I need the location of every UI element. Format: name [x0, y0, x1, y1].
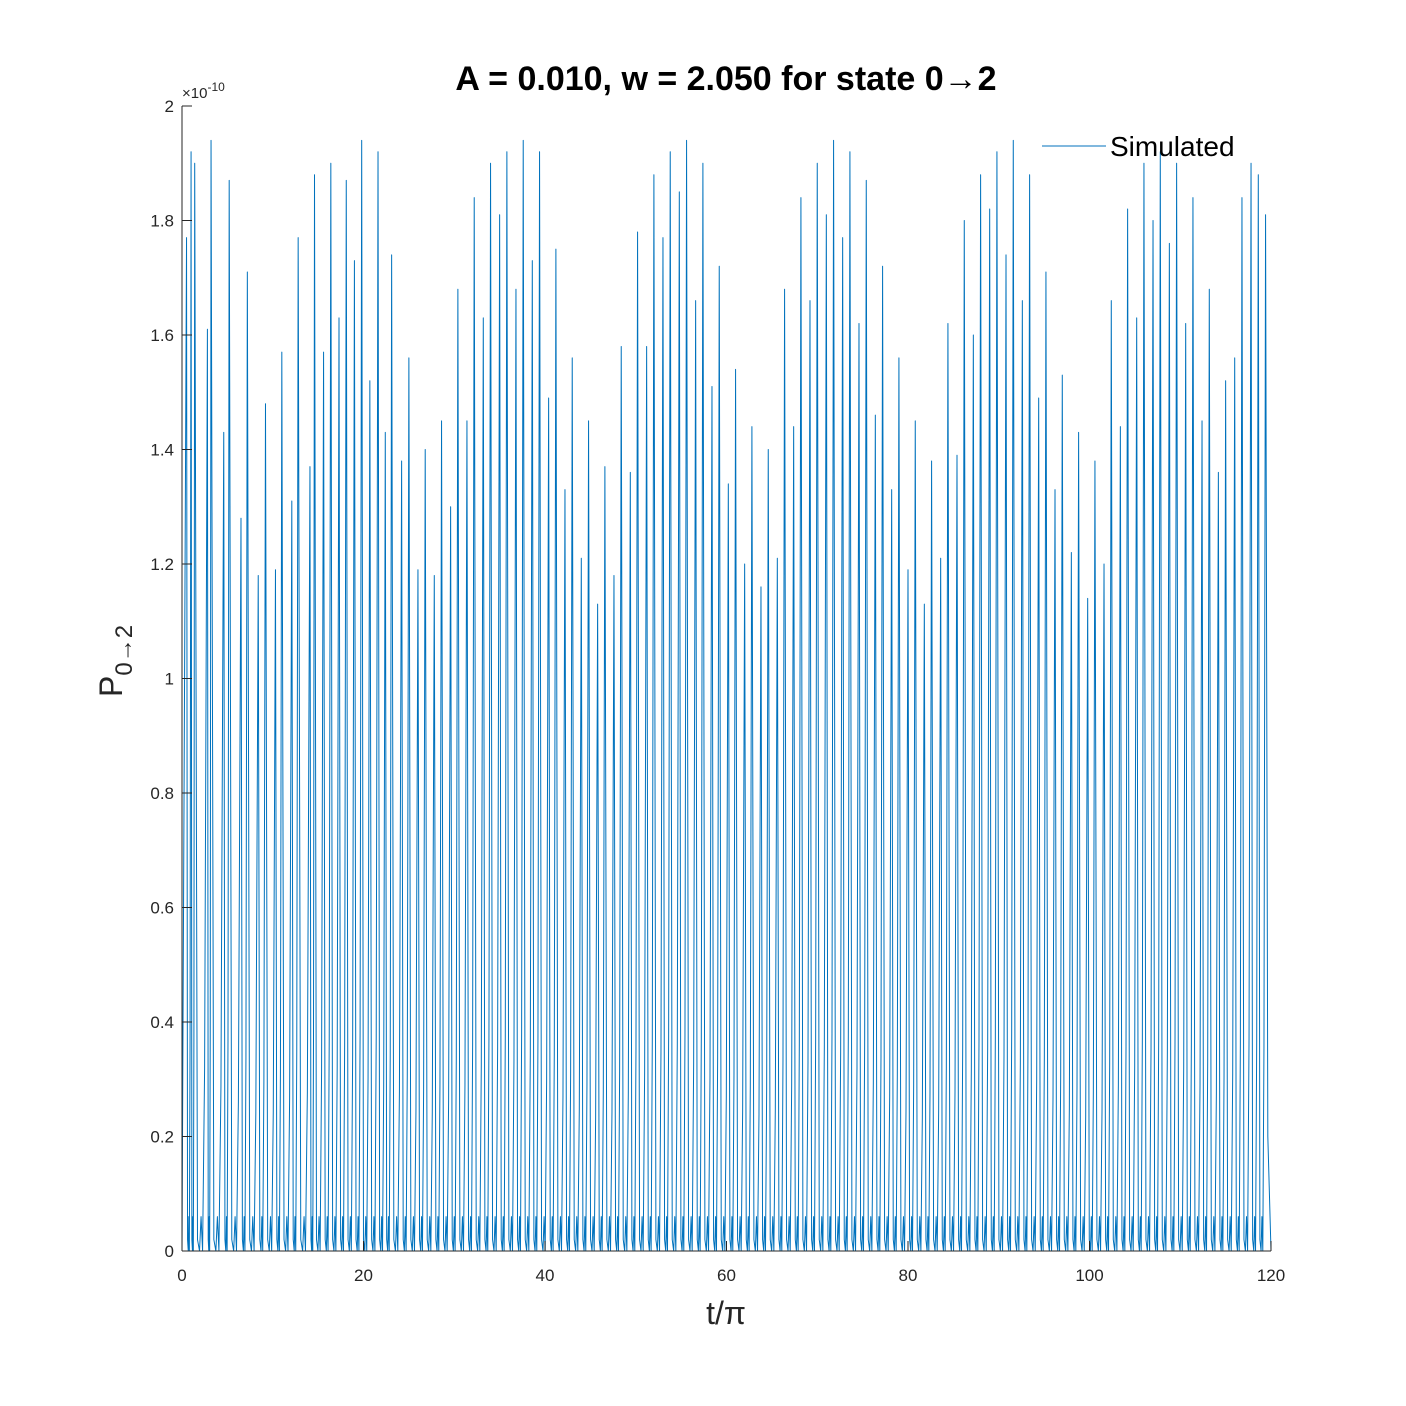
x-tick-label: 40 [536, 1266, 555, 1285]
y-tick-label: 0 [165, 1242, 174, 1261]
svg-text:P0→2: P0→2 [93, 625, 138, 697]
x-tick-label: 80 [899, 1266, 918, 1285]
series-line-simulated [181, 139, 1272, 1252]
y-axis-label-sub: 0→2 [111, 625, 138, 676]
y-tick-label: 1.6 [150, 326, 174, 345]
legend: Simulated [1042, 131, 1235, 162]
y-tick-label: 2 [165, 97, 174, 116]
x-tick-label: 20 [354, 1266, 373, 1285]
x-tick-label: 100 [1075, 1266, 1103, 1285]
y-tick-label: 0.8 [150, 784, 174, 803]
y-exponent-power: -10 [207, 80, 225, 94]
legend-label-simulated: Simulated [1110, 131, 1235, 162]
x-ticks: 0 20 40 60 80 100 120 [177, 1241, 1285, 1285]
y-tick-label: 1.4 [150, 441, 174, 460]
x-axis-label: t/π [706, 1295, 746, 1331]
y-tick-label: 0.6 [150, 899, 174, 918]
x-tick-label: 0 [177, 1266, 186, 1285]
svg-text:×10-10: ×10-10 [182, 80, 225, 102]
x-tick-label: 120 [1257, 1266, 1285, 1285]
x-tick-label: 60 [717, 1266, 736, 1285]
y-tick-label: 1 [165, 670, 174, 689]
chart-title: A = 0.010, w = 2.050 for state 0→2 [455, 60, 996, 98]
y-axis-label-main: P [93, 676, 129, 697]
y-ticks: 0 0.2 0.4 0.6 0.8 1 1.2 1.4 1.6 1.8 2 [150, 97, 192, 1261]
y-tick-label: 0.2 [150, 1128, 174, 1147]
y-tick-label: 1.2 [150, 555, 174, 574]
y-tick-label: 1.8 [150, 212, 174, 231]
plot-area: 0 20 40 60 80 100 120 0 0.2 0.4 0.6 0.8 1 1.2 1.4 1.6 1… [150, 97, 1285, 1285]
y-axis-label: P0→2 [93, 625, 138, 697]
y-exponent-label: ×10-10 [182, 80, 225, 102]
y-exponent-base: ×10 [182, 85, 207, 102]
y-tick-label: 0.4 [150, 1013, 174, 1032]
series-layer [181, 139, 1272, 1252]
